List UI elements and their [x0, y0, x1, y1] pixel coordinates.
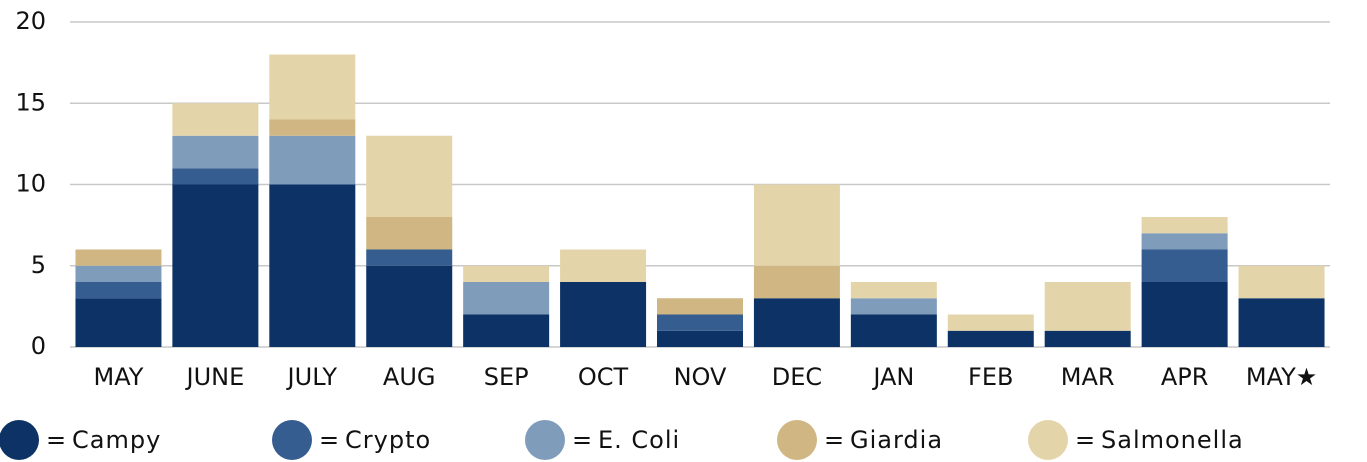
legend-label: Giardia: [850, 426, 943, 454]
bar-segment: [172, 103, 259, 136]
x-tick-label: JAN: [871, 363, 914, 391]
bar-segment: [75, 298, 162, 347]
bar-segment: [463, 314, 550, 347]
legend-label: E. Coli: [598, 426, 680, 454]
bar-segment: [753, 298, 840, 347]
legend-label: Salmonella: [1101, 426, 1244, 454]
bar-segment: [850, 282, 937, 299]
x-tick-label: MAR: [1061, 363, 1115, 391]
bar-segment: [657, 330, 743, 347]
y-tick-label: 0: [31, 332, 46, 360]
bar-segment: [366, 135, 453, 217]
bar-segment: [269, 54, 356, 120]
bar-segment: [463, 265, 550, 282]
y-tick-label: 10: [15, 170, 46, 198]
y-tick-label: 15: [15, 88, 46, 116]
x-tick-label: AUG: [383, 363, 436, 391]
legend-swatch: [0, 420, 39, 460]
bar-segment: [172, 184, 259, 347]
bar-segment: [947, 330, 1034, 347]
bar-segment: [1141, 217, 1228, 234]
legend-separator: =: [46, 426, 66, 454]
bar-segment: [1141, 249, 1228, 282]
bar-segment: [657, 298, 743, 315]
bar-segment: [366, 249, 453, 266]
bar-segment: [850, 298, 937, 315]
legend-separator: =: [319, 426, 339, 454]
x-tick-label: NOV: [674, 363, 727, 391]
bar-segment: [269, 135, 356, 185]
y-tick-label: 20: [15, 7, 46, 35]
bar-segment: [269, 119, 356, 136]
bar-segment: [753, 265, 840, 299]
x-tick-label: SEP: [484, 363, 529, 391]
legend-swatch: [525, 420, 565, 460]
bar-segment: [269, 184, 356, 347]
x-tick-label: MAY: [94, 363, 144, 391]
x-tick-label: APR: [1161, 363, 1209, 391]
bar-segment: [1044, 282, 1131, 331]
x-tick-label: MAY★: [1246, 363, 1317, 391]
bar-segment: [75, 265, 162, 282]
bar-segment: [172, 168, 259, 185]
bar-segment: [1238, 298, 1325, 347]
x-tick-label: JUNE: [185, 363, 245, 391]
x-tick-label: FEB: [968, 363, 1013, 391]
bar-segment: [366, 265, 453, 347]
x-tick-label: DEC: [772, 363, 822, 391]
legend-swatch: [777, 420, 817, 460]
legend-separator: =: [1075, 426, 1095, 454]
y-tick-label: 5: [31, 251, 46, 279]
bar-segment: [1044, 330, 1131, 347]
legend-label: Crypto: [345, 426, 431, 454]
bar-segment: [657, 314, 743, 331]
bar-segment: [560, 249, 647, 282]
bar-segment: [1141, 282, 1228, 347]
legend-separator: =: [824, 426, 844, 454]
bar-segment: [1141, 233, 1228, 250]
legend-swatch: [1028, 420, 1068, 460]
x-tick-label: JULY: [286, 363, 338, 391]
bar-segment: [560, 282, 647, 347]
bar-segment: [753, 184, 840, 266]
bar-segment: [172, 135, 259, 169]
legend-swatch: [272, 420, 312, 460]
bar-segment: [850, 314, 937, 347]
bar-segment: [463, 282, 550, 315]
bar-segment: [75, 282, 162, 299]
legend-label: Campy: [72, 426, 161, 454]
bar-segment: [366, 217, 453, 250]
legend-separator: =: [572, 426, 592, 454]
x-tick-label: OCT: [578, 363, 629, 391]
bar-segment: [75, 249, 162, 266]
bar-segment: [947, 314, 1034, 331]
bar-segment: [1238, 265, 1325, 299]
